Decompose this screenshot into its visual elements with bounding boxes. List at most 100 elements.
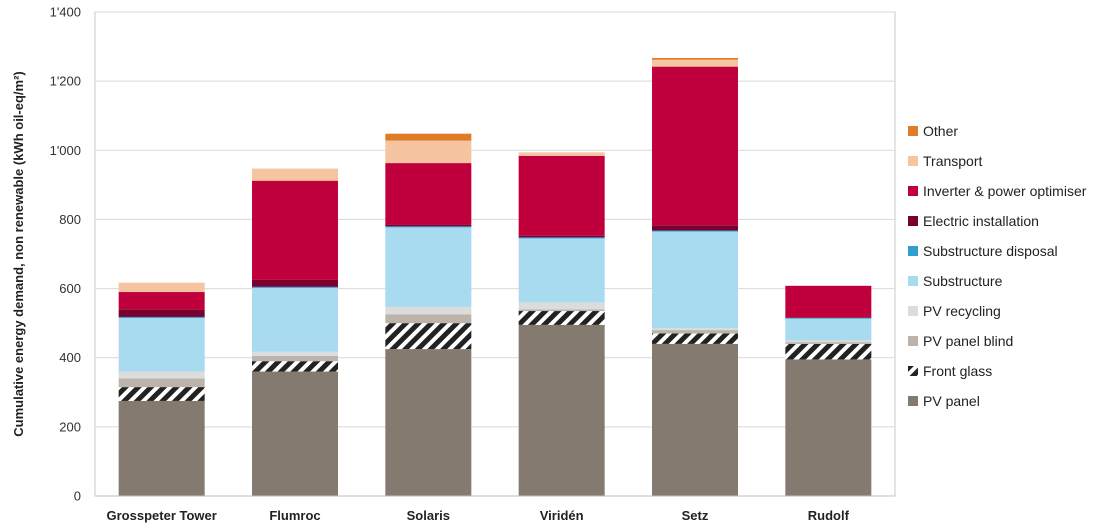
- legend-swatch: [908, 306, 918, 316]
- bar-segment-front-glass: [518, 311, 605, 325]
- bar-segment-pv-recycling: [385, 306, 472, 315]
- bar-segment-pv-panel-blind: [118, 378, 205, 388]
- bar-segment-pv-panel: [785, 359, 872, 496]
- bar-segment-pv-panel: [252, 371, 338, 496]
- legend-swatch: [908, 246, 918, 256]
- x-tick-label: Setz: [682, 508, 709, 523]
- legend-swatch: [908, 216, 918, 226]
- bar-segment-pv-panel: [385, 349, 472, 496]
- bar-segment-transport: [252, 168, 338, 181]
- bar-segment-pv-recycling: [118, 371, 205, 379]
- bar-segment-other: [652, 57, 738, 60]
- bar-stack-flumroc: [252, 168, 338, 496]
- legend-swatch: [908, 396, 918, 406]
- bar-segment-substructure: [118, 317, 205, 372]
- bar-segment-substructure: [252, 287, 338, 352]
- bar-segment-transport: [118, 282, 205, 293]
- bar-segment-substructure-disposal: [785, 317, 872, 319]
- legend-swatch: [908, 186, 918, 196]
- bar-segment-substructure-disposal: [385, 226, 472, 228]
- y-tick-label: 1'400: [50, 5, 81, 20]
- bar-segment-pv-recycling: [518, 302, 605, 310]
- legend-label: PV panel blind: [923, 333, 1013, 349]
- bar-segment-pv-panel: [518, 324, 605, 496]
- bar-segment-substructure: [518, 238, 605, 303]
- bar-segment-pv-panel-blind: [518, 309, 605, 312]
- bar-segment-inverter-power-optimiser: [785, 285, 872, 318]
- bar-segment-inverter-power-optimiser: [252, 180, 338, 280]
- legend-label: Substructure disposal: [923, 243, 1058, 259]
- legend-label: Electric installation: [923, 213, 1039, 229]
- legend-item-substructure-disposal: Substructure disposal: [908, 243, 1058, 259]
- bar-segment-substructure-disposal: [652, 230, 738, 232]
- legend-swatch: [908, 276, 918, 286]
- legend-item-front-glass: Front glass: [908, 363, 992, 379]
- y-tick-label: 400: [59, 350, 81, 365]
- bars: [118, 57, 872, 496]
- legend-label: Other: [923, 123, 958, 139]
- y-tick-label: 200: [59, 419, 81, 434]
- bar-segment-inverter-power-optimiser: [652, 66, 738, 226]
- legend-item-pv-panel-blind: PV panel blind: [908, 333, 1013, 349]
- bar-segment-electric-installation: [652, 225, 738, 231]
- x-tick-label: Solaris: [407, 508, 450, 523]
- bar-segment-electric-installation: [385, 224, 472, 227]
- bar-segment-substructure-disposal: [252, 286, 338, 288]
- legend-item-other: Other: [908, 123, 958, 139]
- legend-swatch: [908, 336, 918, 346]
- bar-segment-pv-panel: [652, 343, 738, 496]
- bar-segment-substructure: [652, 231, 738, 329]
- bar-segment-substructure-disposal: [118, 316, 205, 318]
- gridlines: [94, 11, 896, 497]
- bar-segment-transport: [652, 59, 738, 67]
- bar-segment-front-glass: [385, 323, 472, 350]
- legend: Other Transport Inverter & power optimiser…: [908, 123, 1087, 409]
- bar-stack-grosspeter-tower: [118, 282, 205, 496]
- bar-segment-electric-installation: [252, 279, 338, 287]
- bar-segment-pv-recycling: [652, 328, 738, 331]
- bar-stack-setz: [652, 57, 738, 496]
- legend-label: Inverter & power optimiser: [923, 183, 1087, 199]
- bar-stack-viriden: [518, 152, 605, 496]
- legend-item-inverter-power-optimiser: Inverter & power optimiser: [908, 183, 1087, 199]
- axes: 0 200 400 600 800 1'000 1'200 1'400 Grosspeter T…: [50, 5, 895, 523]
- legend-swatch: [908, 366, 918, 376]
- bar-segment-front-glass: [118, 387, 205, 401]
- bar-segment-pv-panel-blind: [385, 314, 472, 324]
- bar-segment-pv-panel-blind: [252, 355, 338, 362]
- legend-label: PV panel: [923, 393, 980, 409]
- x-tick-label: Rudolf: [808, 508, 850, 523]
- legend-item-electric-installation: Electric installation: [908, 213, 1039, 229]
- bar-segment-inverter-power-optimiser: [385, 163, 472, 225]
- y-tick-label: 1'200: [50, 74, 81, 89]
- legend-label: Substructure: [923, 273, 1003, 289]
- bar-segment-front-glass: [785, 343, 872, 360]
- legend-item-substructure: Substructure: [908, 273, 1003, 289]
- bar-segment-front-glass: [252, 361, 338, 372]
- bar-segment-transport: [518, 152, 605, 156]
- bar-segment-pv-recycling: [252, 351, 338, 356]
- y-tick-label: 0: [74, 489, 81, 504]
- bar-segment-substructure: [385, 227, 472, 307]
- bar-segment-pv-panel: [118, 400, 205, 496]
- bar-segment-substructure-disposal: [518, 237, 605, 239]
- bar-segment-electric-installation: [118, 309, 205, 317]
- bar-segment-electric-installation: [785, 317, 872, 318]
- bar-segment-inverter-power-optimiser: [518, 155, 605, 236]
- bar-segment-pv-panel-blind: [785, 342, 872, 344]
- legend-label: Front glass: [923, 363, 992, 379]
- legend-item-pv-recycling: PV recycling: [908, 303, 1001, 319]
- bar-segment-pv-recycling: [785, 340, 872, 343]
- legend-swatch: [908, 156, 918, 166]
- legend-label: Transport: [923, 153, 983, 169]
- plot-area-border: [94, 11, 896, 497]
- bar-stack-solaris: [385, 133, 472, 496]
- x-tick-label: Viridén: [540, 508, 584, 523]
- bar-segment-substructure: [785, 318, 872, 341]
- x-tick-label: Flumroc: [269, 508, 320, 523]
- y-axis-title: Cumulative energy demand, non renewable …: [11, 71, 26, 437]
- bar-stack-rudolf: [785, 285, 872, 496]
- bar-segment-inverter-power-optimiser: [118, 292, 205, 310]
- legend-label: PV recycling: [923, 303, 1001, 319]
